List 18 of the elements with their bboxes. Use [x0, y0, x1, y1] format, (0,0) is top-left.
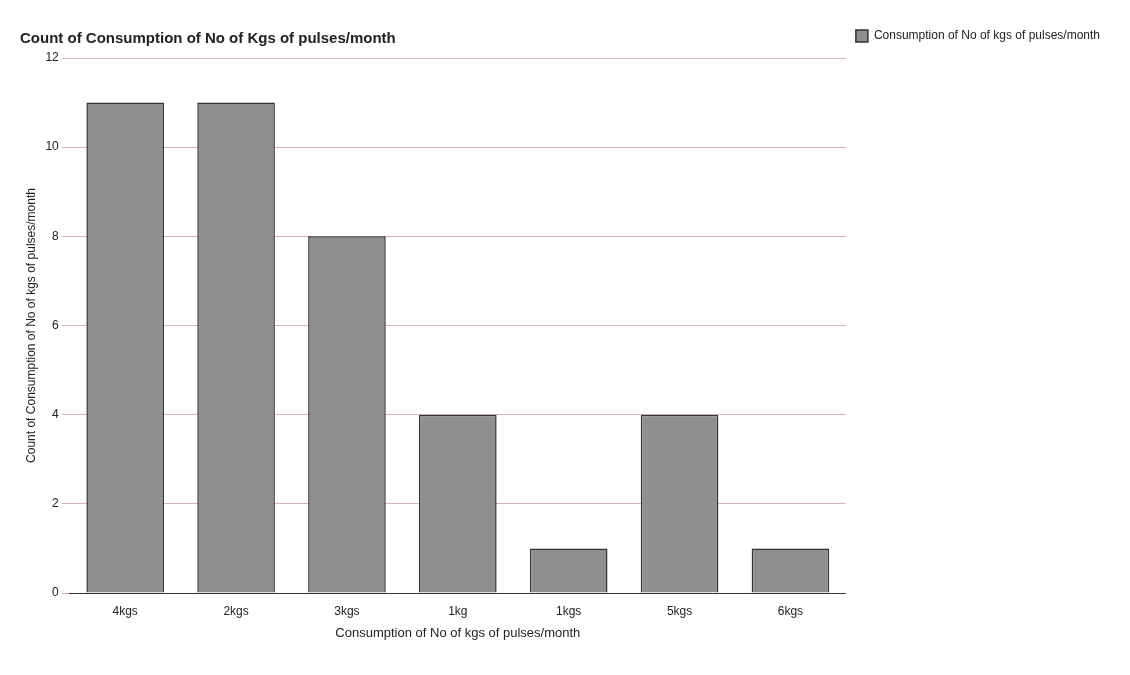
x-tick-label: 1kgs — [556, 603, 582, 618]
y-tick-label: 10 — [45, 139, 60, 154]
x-tick-label: 6kgs — [777, 603, 804, 618]
x-tick-label: 4kgs — [112, 603, 138, 618]
y-tick-label: 0 — [52, 585, 60, 600]
x-tick-label: 5kgs — [666, 603, 693, 618]
y-tick-label: 8 — [52, 228, 60, 243]
x-tick-label: 2kgs — [223, 603, 249, 618]
x-tick-label: 3kgs — [334, 603, 360, 618]
y-tick-label: 2 — [52, 496, 60, 511]
x-tick-label: 1kg — [448, 603, 468, 618]
chart-title: Count of Consumption of No of Kgs of pulses/month — [20, 29, 396, 47]
x-axis-title: Consumption of No of kgs of pulses/month — [335, 624, 581, 640]
y-tick-label: 4 — [52, 406, 60, 421]
y-tick-label: 12 — [45, 50, 60, 65]
y-axis-title: Count of Consumption of No of kgs of pulses/month — [23, 188, 38, 463]
legend-label: Consumption of No of kgs of pulses/month — [873, 28, 1101, 43]
y-tick-label: 6 — [52, 317, 60, 332]
